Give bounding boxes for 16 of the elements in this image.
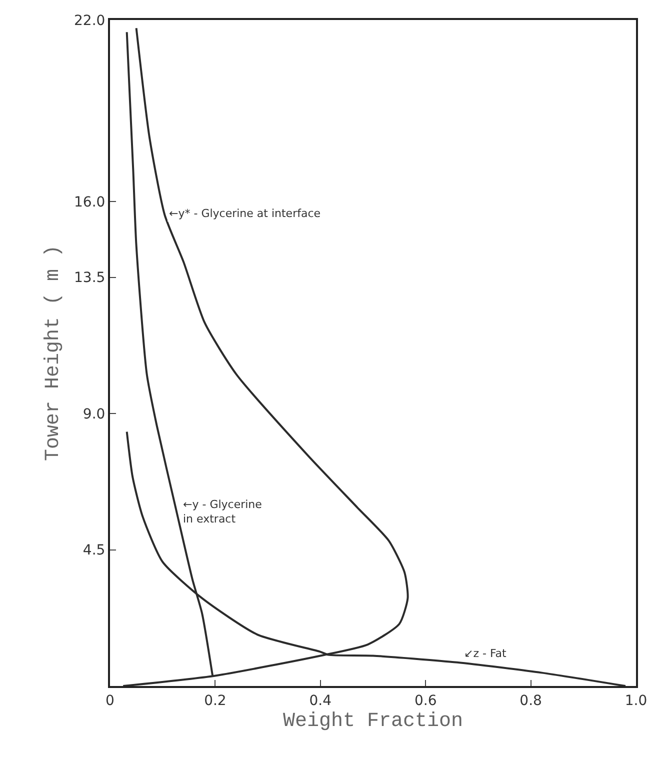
x-tick-label: 0.4 xyxy=(309,692,332,709)
y-tick-label: 4.5 xyxy=(82,542,106,559)
annotation: ↙z - Fat xyxy=(464,647,508,660)
x-tick-label: 0.6 xyxy=(414,692,437,709)
y-tick-label: 22.0 xyxy=(74,12,106,29)
annotation: ←y - Glycerine in extract xyxy=(183,498,262,526)
x-tick-label: 0.2 xyxy=(204,692,226,709)
annotation: ←y* - Glycerine at interface xyxy=(169,207,321,220)
y-axis-title: Tower Height ( m ) xyxy=(42,244,66,462)
x-tick-label: 0 xyxy=(106,692,114,709)
x-axis-title: Weight Fraction xyxy=(282,710,464,733)
y-tick-label: 9.0 xyxy=(82,406,106,422)
y-tick-label: 13.5 xyxy=(74,270,106,286)
x-tick-label: 1.0 xyxy=(624,692,648,709)
x-tick-label: 0.8 xyxy=(520,692,542,709)
y-tick-label: 16.0 xyxy=(74,194,106,211)
